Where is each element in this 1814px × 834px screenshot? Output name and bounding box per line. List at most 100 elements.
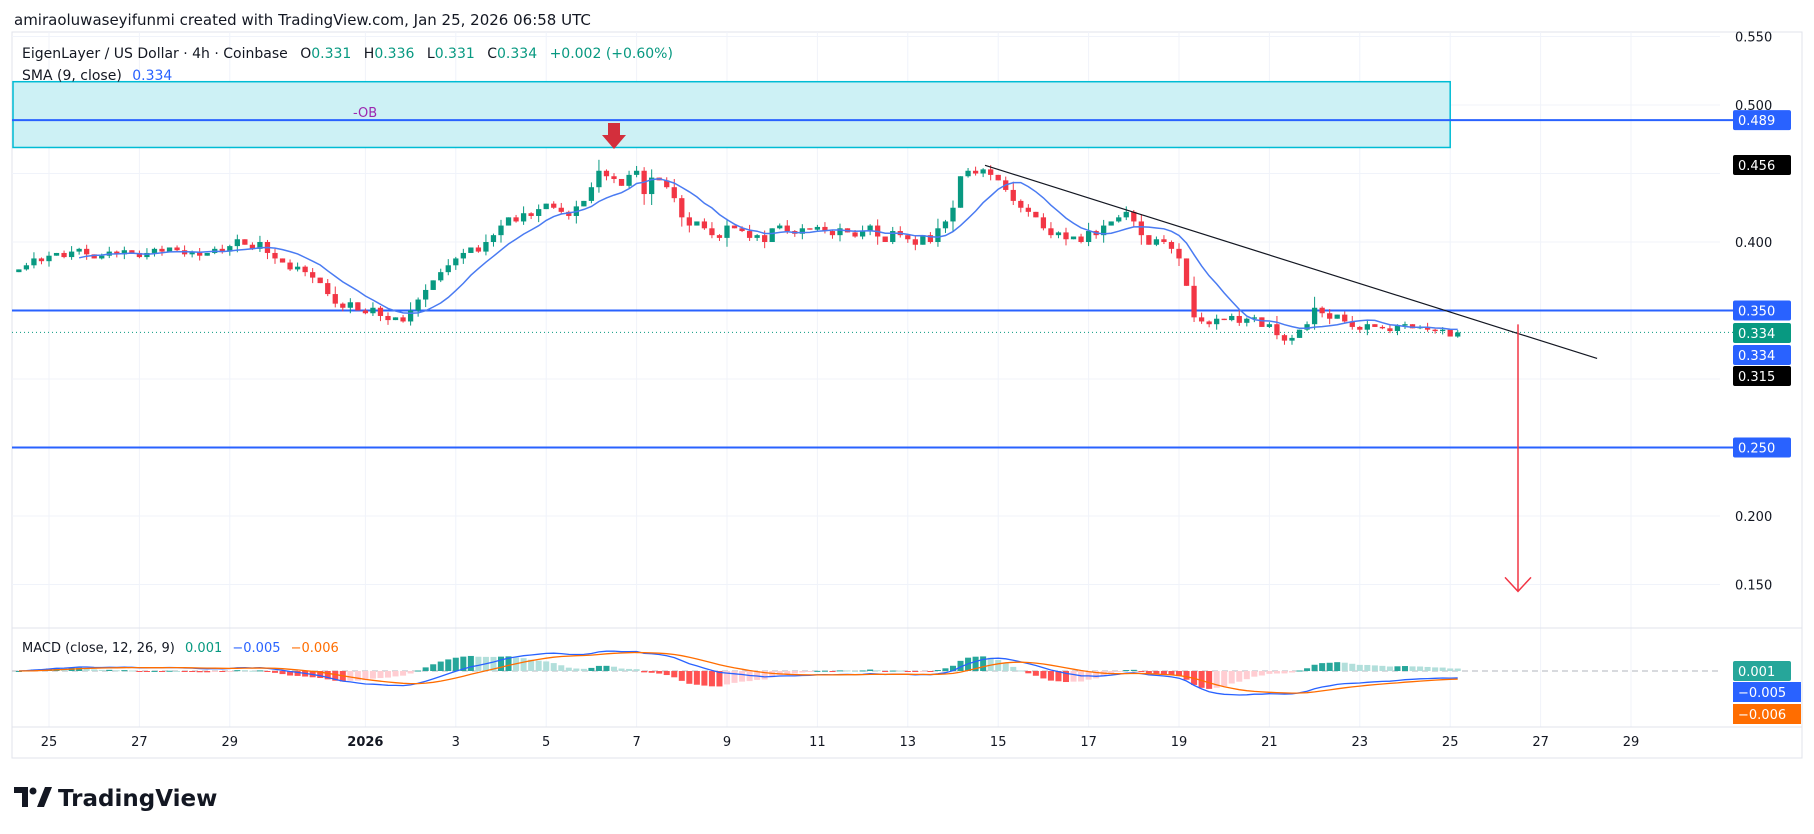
candle — [370, 302, 376, 316]
macd-histogram-bar — [912, 671, 919, 672]
price-axis-labels: 0.489 0.350 0.250 0.456 0.334 0.334 0.315 0.001… — [1733, 110, 1801, 724]
candle — [731, 225, 738, 229]
candle — [1327, 309, 1333, 325]
candle-body — [739, 228, 745, 232]
candle-body — [528, 213, 534, 216]
target-arrow[interactable] — [1504, 324, 1532, 593]
sma-line[interactable] — [78, 178, 1458, 331]
macd-histogram-bar — [558, 665, 565, 671]
candle — [882, 236, 888, 242]
macd-histogram-bar — [1424, 666, 1431, 671]
candle-body — [423, 289, 429, 300]
candle-body — [686, 217, 692, 226]
tradingview-logo[interactable]: TradingView — [14, 786, 217, 812]
candle — [912, 235, 918, 251]
macd-histogram-bar — [15, 671, 22, 672]
macd-histogram-bar — [98, 669, 105, 671]
candle-body — [1108, 221, 1114, 226]
candle-body — [1063, 232, 1069, 240]
candle — [1447, 329, 1453, 337]
signal-line — [18, 651, 1458, 694]
candle-body — [709, 228, 715, 236]
macd-histogram-bar — [256, 670, 263, 672]
candle — [76, 247, 82, 255]
macd-histogram-bar — [354, 671, 361, 681]
candle-body — [1191, 285, 1197, 318]
candle — [385, 312, 391, 325]
candle-body — [1138, 221, 1144, 236]
macd-histogram-bar — [226, 671, 233, 672]
candle-body — [581, 200, 587, 207]
candle — [588, 182, 595, 204]
candle-body — [716, 235, 723, 238]
macd-histogram-bar — [716, 671, 723, 687]
candle-body — [566, 211, 572, 216]
macd-histogram-bar — [543, 661, 550, 671]
level-price-label: 0.489 — [1738, 114, 1775, 129]
macd-histogram-bar — [136, 671, 143, 672]
macd-histogram-bar — [271, 671, 279, 673]
candle — [859, 225, 866, 240]
macd-histogram-bar — [550, 663, 557, 671]
candle-body — [1349, 321, 1355, 327]
candle-body — [837, 228, 843, 236]
candle — [1146, 235, 1152, 245]
macd-histogram-label-bg — [1733, 661, 1791, 681]
macd-histogram-bar — [1032, 671, 1039, 676]
macd-histogram-label: 0.001 — [1738, 665, 1775, 680]
macd-histogram-bar — [1062, 671, 1070, 683]
candle-body — [664, 180, 670, 188]
candle-body — [61, 252, 67, 258]
trendline[interactable] — [984, 164, 1598, 360]
candle — [340, 302, 346, 312]
macd-histogram-bar — [1326, 662, 1333, 671]
level-price-label: 0.250 — [1738, 442, 1775, 457]
candle-body — [520, 213, 527, 222]
macd-histogram-bar — [618, 668, 625, 671]
candle — [460, 248, 466, 264]
candle-body — [1432, 329, 1438, 332]
macd-histogram-bar — [949, 665, 957, 671]
macd-histogram-bar — [317, 671, 324, 679]
candle-body — [988, 169, 994, 175]
candle-body — [332, 294, 338, 304]
candle-body — [1040, 217, 1047, 229]
time-axis[interactable]: 25 27 29 2026 3 5 7 9 11 13 15 17 19 21 23 25 27 29 — [41, 735, 1640, 750]
candle-body — [513, 217, 519, 222]
candle-body — [453, 258, 459, 266]
candle — [1123, 206, 1129, 221]
candle-body — [852, 232, 858, 237]
signal-label-bg — [1733, 704, 1801, 724]
candle — [957, 176, 964, 208]
down-arrow-marker-icon[interactable] — [602, 122, 626, 149]
macd-histogram-bar — [739, 671, 746, 682]
macd-histogram-bar — [1379, 665, 1386, 671]
candle — [1402, 321, 1408, 329]
candle — [347, 298, 353, 314]
macd-histogram-bar — [641, 671, 648, 673]
candle — [287, 259, 293, 271]
candle — [1229, 313, 1235, 322]
candle-body — [1424, 326, 1431, 330]
candle-body — [204, 252, 210, 256]
macd-histogram-bar — [467, 655, 474, 671]
candle-body — [1116, 217, 1122, 222]
macd-histogram-bar — [1175, 671, 1183, 677]
candle-body — [1168, 242, 1175, 249]
macd-histogram-bar — [1288, 671, 1296, 673]
candle-body — [1146, 235, 1152, 245]
macd-histogram-bar — [904, 671, 911, 672]
time-tick-label: 15 — [990, 735, 1007, 750]
macd-histogram-bar — [174, 670, 181, 672]
candle — [166, 247, 173, 252]
candle — [68, 246, 75, 260]
candles — [16, 159, 1461, 345]
candle-body — [1342, 314, 1348, 322]
macd-histogram-bar — [897, 670, 904, 672]
candle-body — [227, 246, 233, 252]
candle-body — [1364, 324, 1370, 330]
order-block-zone[interactable] — [12, 80, 1451, 149]
candle — [1281, 333, 1288, 345]
